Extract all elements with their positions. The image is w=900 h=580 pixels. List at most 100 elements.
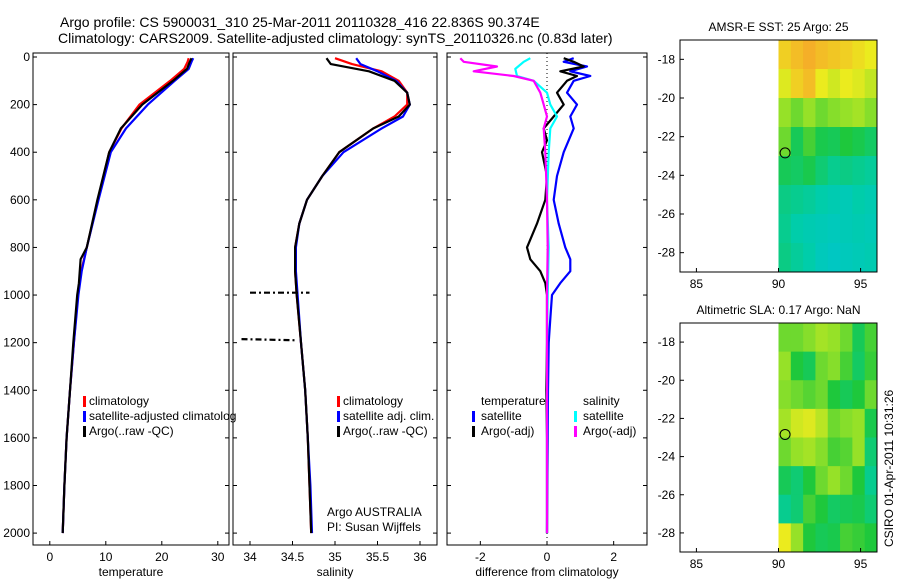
sla_map-cell [864, 466, 878, 496]
salinity-series-4 [241, 338, 297, 342]
salinity-legend-label: satellite adj. clim. [343, 409, 434, 423]
salinity-xtick-label: 34 [243, 550, 257, 564]
sla_map-cell [840, 351, 853, 381]
temperature-x-axis-label: temperature [99, 565, 164, 579]
difference-legend-swatch [574, 411, 577, 422]
sst_map-cell [852, 214, 866, 244]
sst_map-ytick-label: -20 [658, 91, 676, 105]
sst_map-cell [778, 185, 792, 215]
sst_map-cell [803, 98, 816, 128]
sst_map-cell [840, 185, 853, 215]
sla_map-cell [864, 323, 878, 353]
figure-title-line1: Argo profile: CS 5900031_310 25-Mar-2011… [60, 14, 540, 30]
temperature-legend-swatch [83, 411, 86, 422]
difference-legend-header: salinity [583, 394, 620, 408]
sla_map-cell [778, 494, 792, 524]
sla_map-cell [803, 351, 816, 381]
temperature-legend-label: satellite-adjusted climatolog [89, 409, 236, 423]
sla_map-cell [827, 437, 841, 467]
sst_map-cell [790, 69, 804, 99]
sla_map-cell [815, 466, 829, 496]
depth-tick-label: 600 [10, 193, 30, 207]
depth-tick-label: 800 [10, 240, 30, 254]
sst_map-cell [790, 98, 804, 128]
sst_map-cell [864, 185, 878, 215]
sla_map-cell [864, 437, 878, 467]
sst_map-cell [778, 156, 792, 186]
depth-tick-label: 1600 [3, 431, 30, 445]
temperature-xtick-label: 10 [99, 550, 113, 564]
sst_map-cell [864, 40, 878, 70]
sst_map-cell [827, 127, 841, 157]
sst_map-cell [778, 243, 792, 273]
sst_map-cell [852, 243, 866, 273]
sla_map-cell [852, 323, 866, 353]
sla_map-ytick-label: -22 [658, 411, 676, 425]
depth-tick-label: 200 [10, 98, 30, 112]
sst_map-cell [840, 98, 853, 128]
sla_map-cell [790, 380, 804, 410]
sla_map-cell [778, 323, 792, 353]
sst_map-xtick-label: 95 [854, 277, 868, 291]
sst_map-cell [852, 40, 866, 70]
sla_map-cell [852, 523, 866, 553]
difference-legend-label: Argo(-adj) [583, 424, 636, 438]
difference-legend-header: temperature [481, 394, 546, 408]
sla_map-xtick-label: 85 [690, 557, 704, 571]
salinity-x-axis-label: salinity [317, 565, 354, 579]
depth-tick-label: 0 [23, 50, 30, 64]
sla_map-cell [803, 380, 816, 410]
sla_map-cell [840, 466, 853, 496]
sst_map-title: AMSR-E SST: 25 Argo: 25 [708, 20, 848, 34]
sla_map-cell [827, 351, 841, 381]
sst_map-cell [864, 127, 878, 157]
sst_map-cell [815, 156, 829, 186]
pi-annotation: PI: Susan Wijffels [327, 520, 421, 534]
difference-xtick-label: -2 [475, 550, 486, 564]
salinity-xtick-label: 36 [413, 550, 427, 564]
sst_map-cell [815, 69, 829, 99]
salinity-xtick-label: 35 [328, 550, 342, 564]
sst_map-cell [803, 40, 816, 70]
salinity-xtick-label: 35.5 [366, 550, 390, 564]
difference-x-axis-label: difference from climatology [475, 565, 618, 579]
sst_map-cell [852, 156, 866, 186]
salinity-series-0 [294, 57, 409, 534]
sla_map-cell [840, 380, 853, 410]
sla_map-ytick-label: -26 [658, 488, 676, 502]
difference-series-3 [459, 57, 549, 534]
figure-title-line2: Climatology: CARS2009. Satellite-adjuste… [58, 30, 613, 46]
sst_map-xtick-label: 85 [690, 277, 704, 291]
sla_map-cell [852, 494, 866, 524]
sla_map-cell [815, 494, 829, 524]
sla_map-ytick-label: -28 [658, 526, 676, 540]
sst_map-cell [790, 214, 804, 244]
sst_map-cell [803, 214, 816, 244]
sla_map-panel: 85 90 95 -18 -20 -22 -24 -26 -28 Altimetric SLA: … [658, 303, 878, 571]
float-owner-annotation: Argo AUSTRALIA [327, 505, 422, 519]
sla_map-cell [815, 351, 829, 381]
sla_map-xtick-label: 90 [772, 557, 786, 571]
sst_map-cell [778, 214, 792, 244]
sla_map-cell [852, 380, 866, 410]
sst_map-cell [827, 40, 841, 70]
temperature-legend-label: Argo(..raw -QC) [89, 424, 174, 438]
temperature-xtick-label: 30 [211, 550, 225, 564]
depth-tick-label: 1800 [3, 478, 30, 492]
sst_map-cell [827, 156, 841, 186]
sst_map-ytick-label: -18 [658, 52, 676, 66]
sst_map-xtick-label: 90 [772, 277, 786, 291]
difference-series-2 [514, 57, 559, 534]
temperature-series-2 [61, 57, 193, 534]
salinity-legend-label: Argo(..raw -QC) [343, 424, 428, 438]
sst_map-ytick-label: -26 [658, 207, 676, 221]
depth-tick-label: 1400 [3, 383, 30, 397]
sla_map-title: Altimetric SLA: 0.17 Argo: NaN [696, 303, 860, 317]
salinity-xtick-label: 34.5 [281, 550, 305, 564]
sst_map-cell [827, 185, 841, 215]
sla_map-cell [790, 323, 804, 353]
sst_map-cell [827, 69, 841, 99]
salinity-legend-swatch [337, 426, 340, 437]
difference-legend-swatch [472, 411, 475, 422]
